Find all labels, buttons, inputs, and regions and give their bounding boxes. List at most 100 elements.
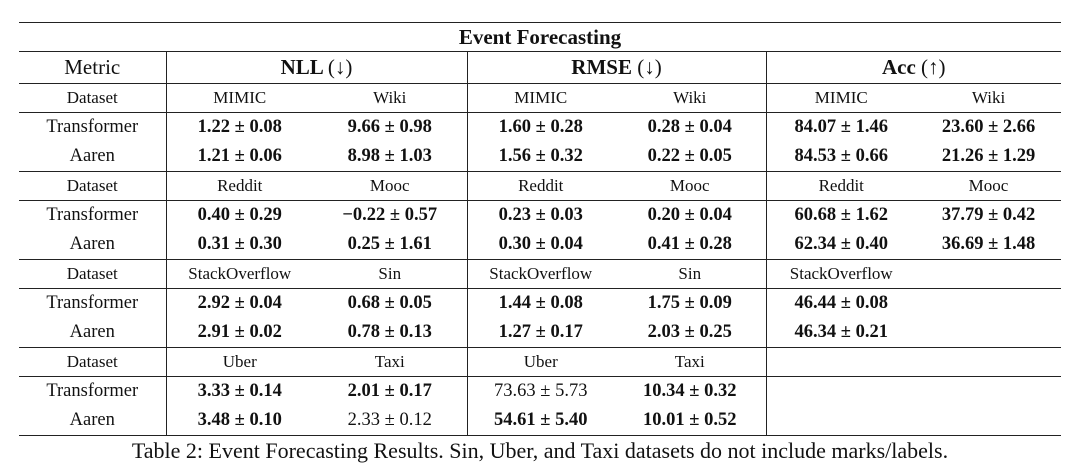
table-row: Transformer 2.92 ± 0.04 0.68 ± 0.05 1.44 ± … (19, 288, 1061, 319)
dataset-header-row: Dataset StackOverflow Sin StackOverflow Sin S… (19, 259, 1062, 289)
dataset-header-row: Dataset Reddit Mooc Reddit Mooc Reddit Mooc (19, 171, 1062, 201)
result-cell: 2.03 ± 0.25 (614, 318, 767, 348)
metric-group-name: NLL (280, 55, 323, 79)
dataset-name: StackOverflow (467, 259, 614, 289)
result-cell: 0.41 ± 0.28 (614, 230, 767, 260)
result-cell (916, 318, 1062, 348)
results-table-figure: Event Forecasting Metric NLL (↓) RMSE (↓… (19, 0, 1062, 464)
dataset-name: Mooc (916, 171, 1062, 201)
metric-group-acc: Acc (↑) (766, 51, 1062, 84)
result-cell: 1.22 ± 0.08 (197, 117, 282, 137)
result-cell: 0.25 ± 1.61 (313, 230, 468, 260)
result-cell (766, 406, 916, 436)
result-cell: 0.31 ± 0.30 (166, 230, 313, 260)
result-cell: 10.34 ± 0.32 (614, 376, 767, 406)
result-cell: 10.01 ± 0.52 (614, 406, 767, 436)
result-cell: 84.53 ± 0.66 (766, 142, 916, 172)
dataset-header-row: Dataset MIMIC Wiki MIMIC Wiki MIMIC Wiki (19, 83, 1062, 113)
dataset-name: Taxi (614, 347, 767, 377)
model-name: Transformer (19, 376, 167, 406)
dataset-name: Uber (166, 347, 313, 377)
metric-header-row: Metric NLL (↓) RMSE (↓) Acc (↑) (19, 51, 1062, 84)
result-cell: −0.22 ± 0.57 (313, 200, 468, 230)
result-cell: 9.66 ± 0.98 (313, 112, 468, 142)
model-name: Transformer (19, 112, 167, 142)
result-cell: 46.34 ± 0.21 (766, 318, 916, 348)
dataset-name (916, 347, 1062, 377)
result-cell (916, 377, 1061, 407)
result-cell: 73.63 ± 5.73 (494, 381, 588, 401)
metric-group-name: Acc (881, 55, 916, 79)
table-row: Aaren 3.48 ± 0.10 2.33 ± 0.12 54.61 ± 5.40 1… (19, 406, 1062, 436)
dataset-name (766, 347, 916, 377)
dataset-label: Dataset (19, 347, 167, 377)
dataset-name: Uber (467, 347, 614, 377)
table-caption: Table 2: Event Forecasting Results. Sin,… (131, 438, 949, 463)
dataset-name: Sin (614, 259, 767, 289)
table-row: Transformer 0.40 ± 0.29 −0.22 ± 0.57 0.23 ±… (19, 200, 1061, 230)
down-arrow-icon: (↓) (637, 55, 662, 79)
result-cell: 62.34 ± 0.40 (766, 230, 916, 260)
up-arrow-icon: (↑) (921, 55, 946, 79)
table-title-row: Event Forecasting (19, 22, 1062, 52)
metric-group-nll: NLL (↓) (166, 51, 468, 84)
dataset-name: Wiki (614, 83, 767, 113)
result-cell: 60.68 ± 1.62 (794, 205, 888, 225)
dataset-label: Dataset (19, 259, 167, 289)
metric-group-name: RMSE (571, 55, 632, 79)
model-name: Transformer (19, 288, 167, 318)
dataset-name: Mooc (313, 171, 468, 201)
result-cell (766, 377, 916, 407)
result-cell: 2.33 ± 0.12 (313, 406, 468, 436)
result-cell: 84.07 ± 1.46 (794, 117, 888, 137)
result-cell: 2.01 ± 0.17 (313, 376, 468, 406)
dataset-name: StackOverflow (766, 259, 916, 289)
result-cell: 0.28 ± 0.04 (614, 112, 767, 142)
dataset-name: Reddit (166, 171, 313, 201)
result-cell: 54.61 ± 5.40 (467, 406, 614, 436)
result-cell: 0.40 ± 0.29 (197, 205, 282, 225)
dataset-name: MIMIC (467, 83, 614, 113)
table-row: Aaren 1.21 ± 0.06 8.98 ± 1.03 1.56 ± 0.32 0.… (19, 142, 1062, 172)
dataset-name: Reddit (766, 171, 916, 201)
metric-header: Metric (19, 51, 167, 84)
dataset-name: Taxi (313, 347, 468, 377)
down-arrow-icon: (↓) (327, 55, 353, 79)
result-cell: 23.60 ± 2.66 (941, 117, 1036, 137)
result-cell: 37.79 ± 0.42 (941, 205, 1036, 225)
model-name: Aaren (19, 142, 167, 172)
result-cell (916, 406, 1062, 436)
dataset-header-row: Dataset Uber Taxi Uber Taxi (19, 347, 1062, 377)
dataset-name: StackOverflow (166, 259, 313, 289)
table-title: Event Forecasting (19, 22, 1062, 52)
result-cell (916, 289, 1061, 319)
model-name: Aaren (19, 406, 167, 436)
result-cell: 46.44 ± 0.08 (794, 293, 888, 313)
model-name: Aaren (19, 318, 167, 348)
dataset-label: Dataset (19, 83, 167, 113)
result-cell: 0.20 ± 0.04 (614, 200, 767, 230)
dataset-name: MIMIC (166, 83, 313, 113)
dataset-name: Wiki (916, 83, 1062, 113)
result-cell: 36.69 ± 1.48 (916, 230, 1062, 260)
dataset-name: Wiki (313, 83, 468, 113)
result-cell: 3.33 ± 0.14 (197, 381, 282, 401)
table-row: Aaren 0.31 ± 0.30 0.25 ± 1.61 0.30 ± 0.04 0.… (19, 230, 1062, 260)
result-cell: 0.23 ± 0.03 (498, 205, 583, 225)
dataset-name: Sin (313, 259, 468, 289)
metric-group-rmse: RMSE (↓) (467, 51, 767, 84)
result-cell: 1.60 ± 0.28 (498, 117, 583, 137)
result-cell: 21.26 ± 1.29 (916, 142, 1062, 172)
dataset-name: MIMIC (766, 83, 916, 113)
model-name: Aaren (19, 230, 167, 260)
result-cell: 1.56 ± 0.32 (467, 142, 614, 172)
result-cell: 1.44 ± 0.08 (498, 293, 583, 313)
table-row: Transformer 1.22 ± 0.08 9.66 ± 0.98 1.60 ± … (19, 112, 1061, 142)
dataset-label: Dataset (19, 171, 167, 201)
result-cell: 2.91 ± 0.02 (166, 318, 313, 348)
result-cell: 0.30 ± 0.04 (467, 230, 614, 260)
table-row: Transformer 3.33 ± 0.14 2.01 ± 0.17 73.63 ±… (19, 376, 1061, 407)
dataset-name: Mooc (614, 171, 767, 201)
result-cell: 1.75 ± 0.09 (614, 288, 767, 318)
result-cell: 8.98 ± 1.03 (313, 142, 468, 172)
